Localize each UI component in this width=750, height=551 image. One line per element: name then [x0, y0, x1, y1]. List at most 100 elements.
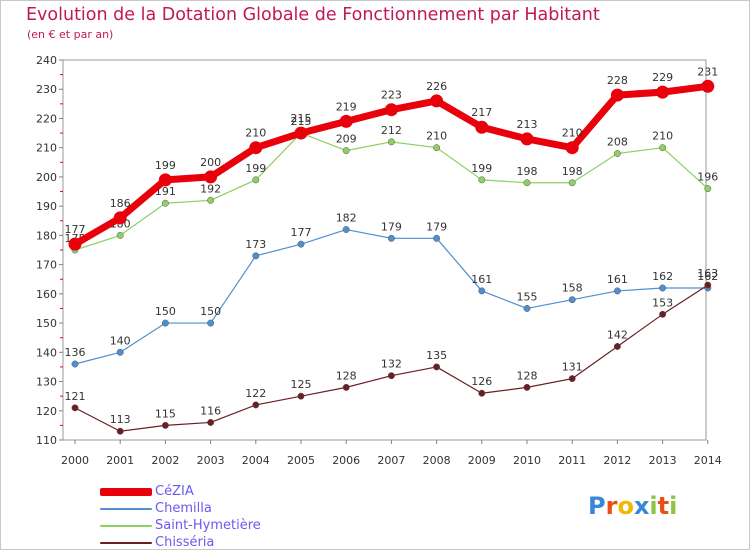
- data-point: [71, 360, 79, 368]
- data-label: 213: [517, 118, 538, 131]
- data-point: [294, 126, 308, 140]
- data-point: [478, 287, 486, 295]
- legend-label: Chemilla: [155, 501, 212, 516]
- data-point: [68, 237, 82, 251]
- data-point: [71, 404, 79, 412]
- data-label: 226: [426, 80, 447, 93]
- data-point: [116, 231, 124, 239]
- logo-letter: x: [633, 492, 650, 520]
- x-tick-label: 2001: [106, 454, 134, 467]
- data-point: [116, 348, 124, 356]
- data-point: [613, 150, 621, 157]
- data-label: 179: [426, 220, 447, 233]
- x-tick-label: 2012: [603, 454, 631, 467]
- data-point: [475, 120, 489, 134]
- data-point: [249, 141, 263, 155]
- data-point: [113, 211, 127, 225]
- data-label: 198: [517, 165, 538, 178]
- data-point: [433, 144, 441, 152]
- data-point: [433, 363, 441, 371]
- data-point: [523, 179, 531, 187]
- data-label: 128: [336, 369, 357, 382]
- y-tick-label: 150: [36, 317, 57, 330]
- page-subtitle: (en € et par an): [27, 28, 114, 41]
- y-tick-label: 220: [36, 112, 57, 125]
- data-label: 136: [65, 346, 86, 359]
- legend-item: CéZIA: [100, 483, 400, 500]
- data-point: [207, 319, 215, 327]
- data-label: 162: [697, 270, 718, 283]
- x-tick-label: 2008: [423, 454, 451, 467]
- logo-letter: t: [657, 492, 670, 520]
- data-label: 208: [607, 136, 628, 149]
- x-tick-label: 2002: [151, 454, 179, 467]
- data-label: 163: [697, 267, 718, 280]
- x-tick-label: 2003: [197, 454, 225, 467]
- data-label: 217: [471, 106, 492, 119]
- data-point: [568, 179, 576, 187]
- x-tick-label: 2013: [649, 454, 677, 467]
- legend-item: Chemilla: [100, 500, 400, 517]
- data-label: 128: [517, 369, 538, 382]
- series-line: [74, 228, 709, 365]
- data-label: 150: [155, 305, 176, 318]
- data-point: [659, 310, 667, 318]
- data-label: 132: [381, 358, 402, 371]
- x-tick-label: 2004: [242, 454, 270, 467]
- data-label: 199: [155, 159, 176, 172]
- data-label: 135: [426, 349, 447, 362]
- data-point: [252, 401, 260, 409]
- data-label: 219: [336, 100, 357, 113]
- data-point: [204, 170, 218, 184]
- data-point: [116, 427, 124, 435]
- data-point: [207, 196, 215, 204]
- legend-swatch: [100, 488, 152, 496]
- y-tick-label: 170: [36, 259, 57, 272]
- logo-letter: P: [588, 492, 606, 520]
- data-label: 210: [245, 127, 266, 140]
- data-label: 142: [607, 328, 628, 341]
- x-tick-label: 2005: [287, 454, 315, 467]
- legend-item: Chisséria: [100, 534, 400, 551]
- data-label: 125: [291, 378, 312, 391]
- data-label: 199: [471, 162, 492, 175]
- data-label: 210: [426, 130, 447, 143]
- data-label: 131: [562, 361, 583, 374]
- x-tick-label: 2014: [694, 454, 722, 467]
- data-point: [339, 114, 353, 128]
- y-tick-label: 130: [36, 376, 57, 389]
- data-label: 199: [245, 162, 266, 175]
- legend-label: Saint-Hymetière: [155, 518, 261, 533]
- data-point: [704, 281, 712, 289]
- data-label: 210: [562, 127, 583, 140]
- data-label: 209: [336, 133, 357, 146]
- data-point: [523, 383, 531, 391]
- data-point: [252, 176, 260, 184]
- y-tick-label: 120: [36, 405, 57, 418]
- y-tick-label: 200: [36, 171, 57, 184]
- data-point: [520, 132, 534, 146]
- data-point: [610, 88, 624, 102]
- data-point: [207, 419, 215, 426]
- logo-letter: r: [605, 492, 618, 520]
- data-point: [565, 141, 579, 155]
- data-label: 155: [517, 290, 538, 303]
- data-point: [613, 287, 621, 295]
- x-tick-label: 2011: [558, 454, 586, 467]
- data-point: [161, 421, 169, 429]
- legend-swatch: [100, 542, 152, 544]
- data-label: 158: [562, 282, 583, 295]
- data-point: [613, 343, 621, 350]
- data-point: [342, 383, 350, 391]
- data-label: 162: [652, 270, 673, 283]
- y-tick-label: 140: [36, 346, 57, 359]
- data-point: [478, 389, 486, 397]
- data-point: [704, 185, 712, 193]
- plot-area: [62, 59, 707, 441]
- y-tick-label: 160: [36, 288, 57, 301]
- data-label: 177: [65, 223, 86, 236]
- data-label: 215: [291, 112, 312, 125]
- data-point: [523, 305, 531, 312]
- proxiti-logo: Proxiti: [588, 492, 677, 520]
